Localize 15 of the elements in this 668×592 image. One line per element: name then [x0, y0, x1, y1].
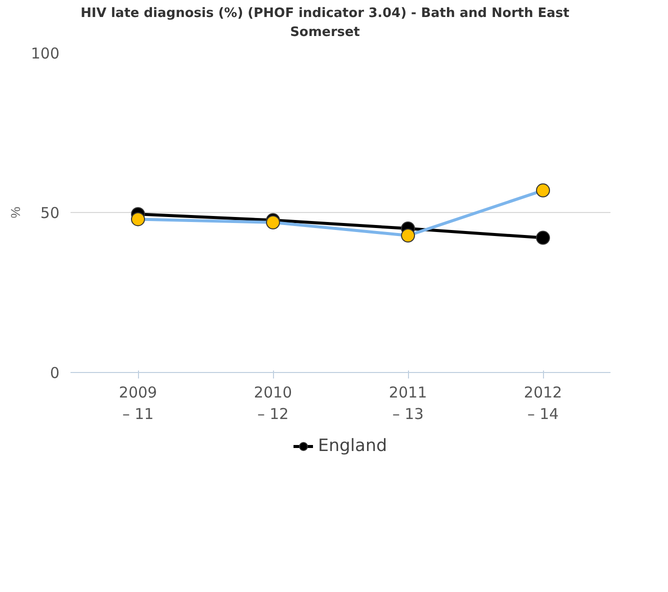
y-axis-title: % [8, 206, 23, 218]
x-tick-label: 2009 – 11 [118, 384, 158, 424]
y-tick-label: 0 [50, 364, 60, 382]
x-tick-label: 2010 – 12 [254, 384, 292, 424]
chart-title: HIV late diagnosis (%) (PHOF indicator 3.04) - Bath and North East Somerset [80, 5, 570, 42]
point [266, 216, 280, 230]
y-tick-label: 100 [30, 44, 60, 63]
point [536, 230, 550, 245]
x-tick-label: 2011 – 13 [388, 384, 428, 424]
point [401, 228, 415, 243]
x-tick-label: 2012 – 14 [524, 384, 562, 424]
y-tick-label: 50 [40, 204, 60, 222]
legend-label: England [318, 436, 388, 456]
point [536, 184, 550, 198]
point [131, 212, 145, 226]
